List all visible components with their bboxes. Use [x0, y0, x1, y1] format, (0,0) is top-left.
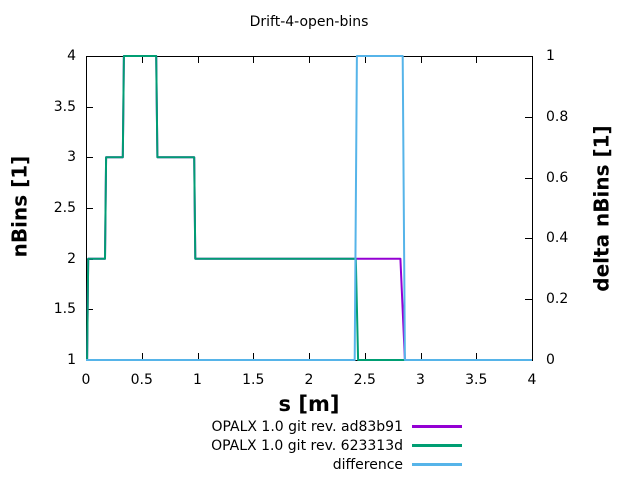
x-tick-label: 0: [81, 372, 91, 388]
y-left-tick-label: 1.5: [53, 301, 76, 318]
y-axis-label-right: delta nBins [1]: [589, 125, 614, 292]
y-left-tick-label: 3: [67, 149, 76, 166]
legend-label: OPALX 1.0 git rev. 623313d: [211, 437, 403, 454]
y-left-tick-label: 1: [67, 352, 76, 368]
y-left-tick-label: 4: [67, 48, 76, 64]
x-axis-label: s [m]: [278, 392, 340, 416]
x-tick-label: 3.5: [465, 372, 488, 388]
y-left-tick-label: 2.5: [53, 200, 76, 216]
series-opalx-1-0-git-rev-623313d: [86, 55, 532, 361]
legend-line-sample: [412, 425, 462, 428]
series-opalx-1-0-git-rev-ad83b91: [86, 55, 532, 361]
y-left-tick-label: 3.5: [53, 98, 76, 115]
tick-marks: [86, 56, 533, 361]
x-tick-label: 1.5: [242, 372, 265, 388]
x-tick-label: 0.5: [130, 372, 153, 388]
legend-item: difference: [86, 455, 462, 474]
legend-item: OPALX 1.0 git rev. 623313d: [86, 436, 462, 455]
legend-label: difference: [332, 456, 403, 473]
x-tick-label: 2: [304, 372, 314, 388]
chart-title: Drift-4-open-bins: [249, 14, 369, 30]
y-right-tick-label: 0.4: [546, 230, 569, 247]
y-right-tick-label: 1: [546, 48, 555, 64]
legend: OPALX 1.0 git rev. ad83b91 OPALX 1.0 git …: [86, 417, 462, 474]
legend-line-sample: [412, 444, 462, 447]
x-tick-label: 2.5: [353, 372, 376, 388]
legend-item: OPALX 1.0 git rev. ad83b91: [86, 417, 462, 436]
y-right-tick-label: 0.6: [546, 169, 569, 186]
x-tick-label: 3: [416, 372, 425, 388]
x-tick-label: 4: [527, 372, 537, 388]
y-right-tick-label: 0.8: [546, 108, 569, 125]
x-tick-label: 1: [193, 372, 202, 388]
plot-border: [86, 56, 533, 361]
series-difference: [86, 55, 532, 361]
legend-line-sample: [412, 463, 462, 466]
legend-label: OPALX 1.0 git rev. ad83b91: [211, 418, 403, 435]
y-left-tick-label: 2: [67, 250, 76, 267]
y-right-tick-label: 0.2: [546, 291, 569, 308]
y-right-tick-label: 0: [546, 352, 555, 368]
